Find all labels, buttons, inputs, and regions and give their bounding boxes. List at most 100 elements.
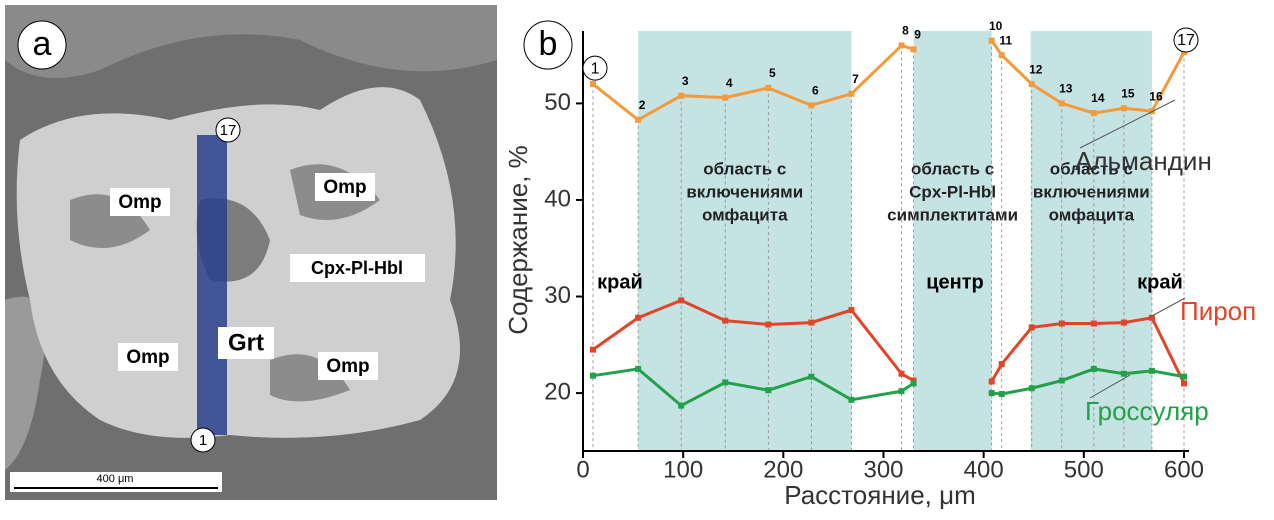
- y-tick-label: 50: [544, 89, 571, 116]
- point: [1029, 324, 1035, 330]
- point: [678, 403, 684, 409]
- point: [999, 361, 1005, 367]
- point-label: 15: [1121, 86, 1135, 100]
- region-label: включениями: [1033, 182, 1150, 201]
- point-label: 2: [639, 98, 646, 112]
- point: [678, 93, 684, 99]
- point: [989, 38, 995, 44]
- point: [1091, 366, 1097, 372]
- point-label: 1: [591, 60, 600, 77]
- series-label: Пироп: [1180, 296, 1256, 326]
- point: [911, 380, 917, 386]
- point: [999, 52, 1005, 58]
- point: [1181, 380, 1187, 386]
- profile-end: 1: [199, 432, 207, 449]
- point: [765, 85, 771, 91]
- point: [848, 91, 854, 97]
- x-tick-label: 100: [663, 456, 703, 483]
- bse-image: a Omp Omp Omp Omp Cpx-Pl-Hbl Grt 17 1 40…: [5, 5, 497, 500]
- point-label: 9: [914, 28, 921, 42]
- point-label: 3: [682, 74, 689, 88]
- point-label: 8: [902, 24, 909, 38]
- scale-label: 400 μm: [97, 473, 134, 485]
- point: [989, 390, 995, 396]
- profile-end: 17: [220, 122, 237, 139]
- point-label: 10: [989, 19, 1003, 33]
- region-label: включениями: [686, 182, 803, 201]
- point: [848, 307, 854, 313]
- x-tick-label: 200: [763, 456, 803, 483]
- point: [678, 297, 684, 303]
- point-label: 13: [1059, 82, 1073, 96]
- point: [989, 378, 995, 384]
- point: [635, 315, 641, 321]
- region: [914, 31, 992, 451]
- point: [1121, 105, 1127, 111]
- region-label: Cpx-Pl-Hbl: [909, 182, 996, 201]
- point-label: 17: [1177, 32, 1195, 49]
- x-axis-title: Расстояние, μm: [784, 480, 976, 510]
- region-label: симплектитами: [887, 205, 1018, 224]
- y-tick-label: 20: [544, 378, 571, 405]
- region-label: область с: [911, 159, 994, 178]
- point-label: 7: [852, 72, 859, 86]
- y-axis-title: Содержание, %: [503, 145, 533, 335]
- x-tick-label: 0: [576, 456, 589, 483]
- mineral-label: Omp: [326, 356, 369, 377]
- panel-label: a: [33, 25, 52, 63]
- point: [1091, 110, 1097, 116]
- y-tick-label: 40: [544, 185, 571, 212]
- point: [1029, 81, 1035, 87]
- zone-label: край: [1137, 271, 1183, 293]
- x-tick-label: 600: [1164, 456, 1204, 483]
- point-label: 5: [769, 66, 776, 80]
- point: [590, 347, 596, 353]
- point: [590, 373, 596, 379]
- point: [722, 95, 728, 101]
- point: [1149, 368, 1155, 374]
- region-label: омфацита: [702, 205, 788, 224]
- point: [911, 46, 917, 52]
- y-tick-label: 30: [544, 282, 571, 309]
- point: [1059, 100, 1065, 106]
- point: [1029, 385, 1035, 391]
- point-label: 11: [999, 33, 1012, 47]
- point: [765, 322, 771, 328]
- point: [1121, 320, 1127, 326]
- zone-label: центр: [926, 271, 984, 293]
- point-label: 6: [812, 84, 819, 98]
- x-tick-label: 300: [863, 456, 903, 483]
- mineral-label: Grt: [228, 329, 264, 356]
- point: [1059, 378, 1065, 384]
- mineral-label: Omp: [118, 192, 161, 213]
- point-label: 16: [1149, 89, 1163, 103]
- point: [1059, 321, 1065, 327]
- mineral-label: Omp: [323, 177, 366, 198]
- panel-label: b: [539, 25, 558, 63]
- point: [590, 81, 596, 87]
- x-tick-label: 400: [964, 456, 1004, 483]
- point: [722, 379, 728, 385]
- point: [999, 391, 1005, 397]
- point: [848, 397, 854, 403]
- series-label: Гроссуляр: [1085, 396, 1209, 426]
- x-tick-label: 500: [1064, 456, 1104, 483]
- point-label: 12: [1029, 62, 1043, 76]
- point: [635, 117, 641, 123]
- series-label: Альмандин: [1075, 146, 1212, 176]
- region-label: область с: [703, 159, 786, 178]
- profile-strip: [197, 135, 227, 435]
- point: [808, 102, 814, 108]
- point: [635, 366, 641, 372]
- point: [765, 387, 771, 393]
- point: [899, 388, 905, 394]
- point: [722, 318, 728, 324]
- zone-label: край: [597, 271, 643, 293]
- figure: a Omp Omp Omp Omp Cpx-Pl-Hbl Grt 17 1 40…: [0, 0, 1274, 515]
- mineral-label: Cpx-Pl-Hbl: [311, 258, 403, 278]
- point: [1091, 321, 1097, 327]
- point: [899, 42, 905, 48]
- point-label: 4: [726, 76, 733, 90]
- mineral-label: Omp: [126, 347, 169, 368]
- point: [1181, 374, 1187, 380]
